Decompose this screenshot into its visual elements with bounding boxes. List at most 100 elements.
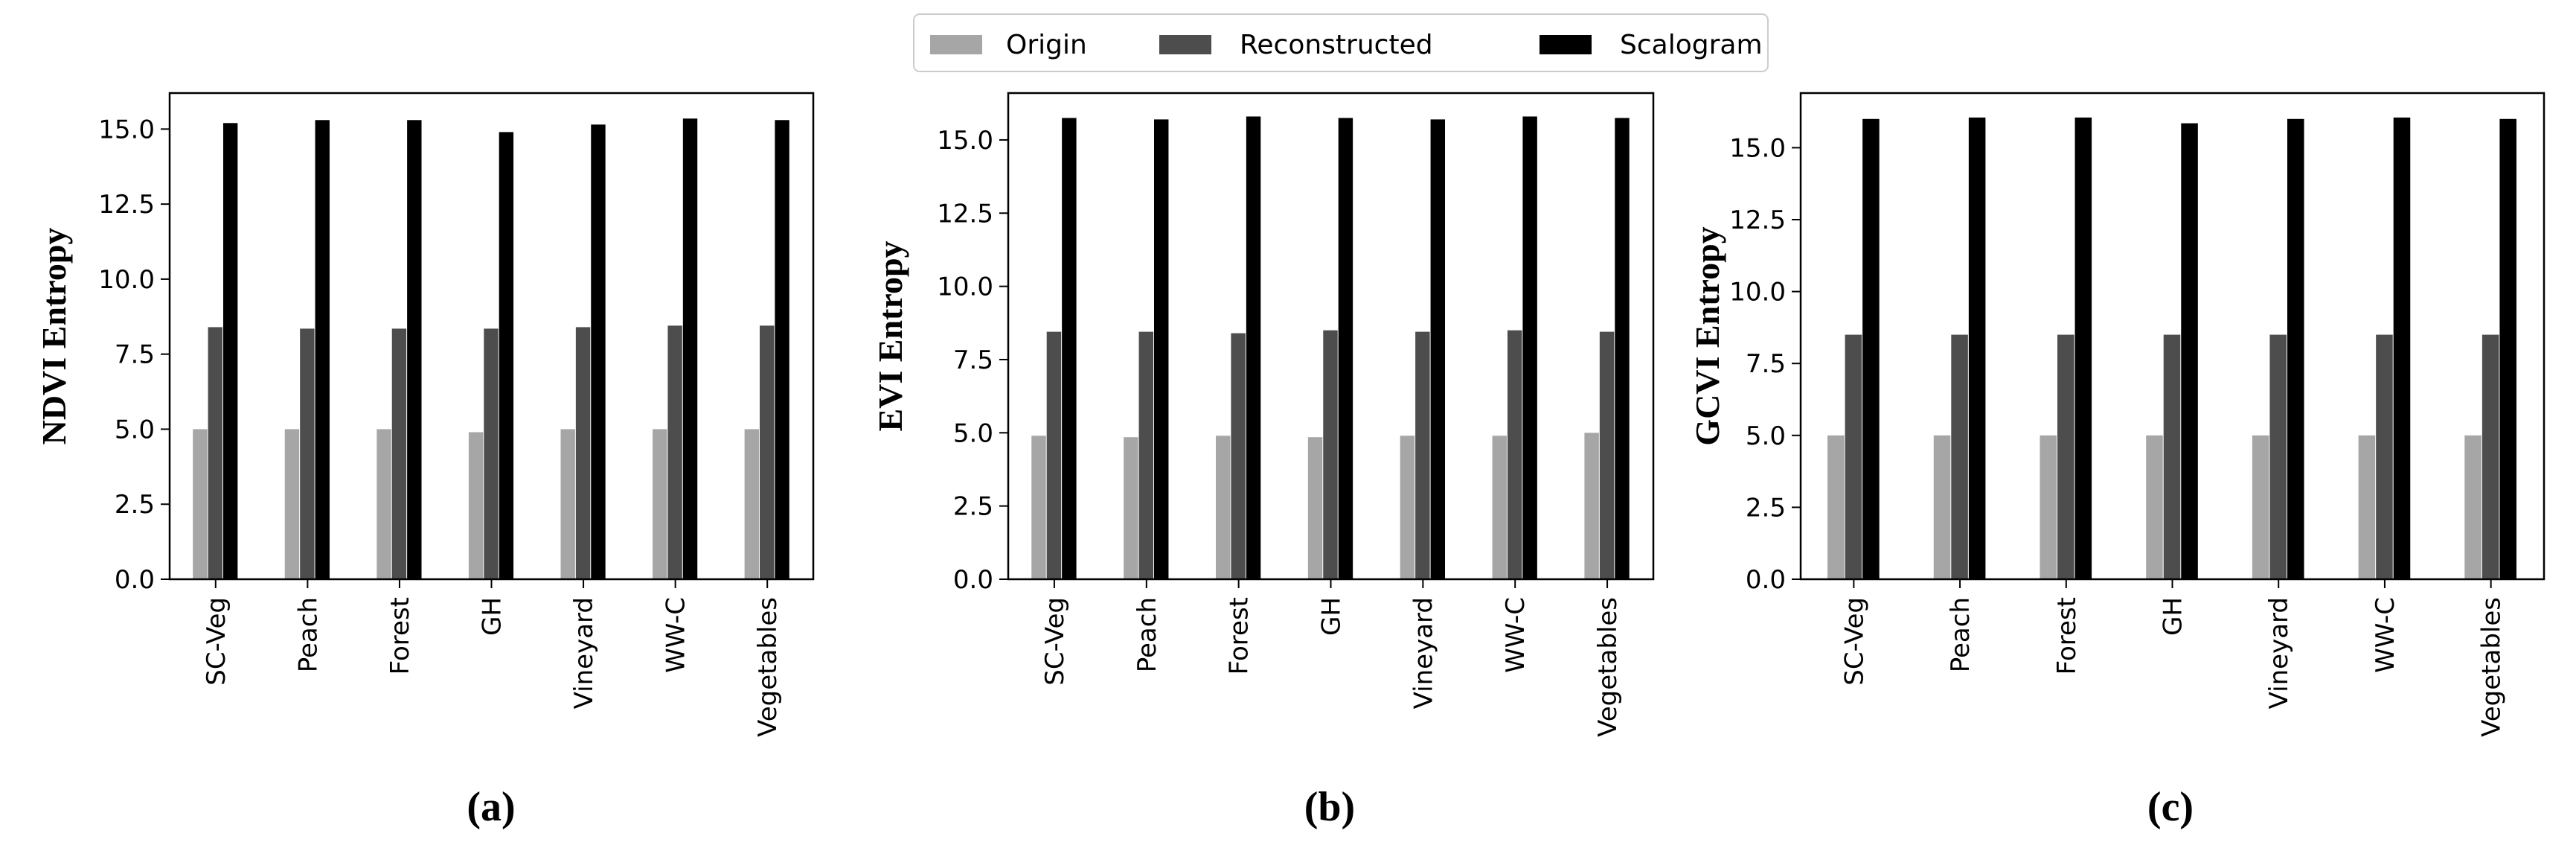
bar-reconstructed-ww-c (667, 325, 682, 579)
bar-origin-gh (468, 432, 484, 579)
y-tick-label: 2.5 (953, 492, 993, 522)
bar-reconstructed-peach (1951, 334, 1968, 579)
y-tick-label: 5.0 (953, 418, 993, 448)
x-tick-label: Vineyard (1409, 597, 1438, 709)
y-tick-label: 5.0 (115, 415, 155, 444)
panel-label: (c) (2147, 784, 2194, 830)
bar-scalogram-gh (499, 132, 514, 579)
bar-scalogram-sc-veg (222, 123, 238, 579)
x-tick-label: SC-Veg (202, 597, 231, 686)
bar-origin-sc-veg (1827, 435, 1845, 579)
y-tick-label: 0.0 (115, 565, 155, 595)
bar-origin-gh (1307, 437, 1323, 579)
x-tick-label: WW-C (2371, 597, 2400, 673)
bar-reconstructed-vineyard (1415, 331, 1430, 579)
bar-scalogram-peach (315, 120, 330, 579)
y-axis-label: GCVI Entropy (1688, 226, 1726, 445)
y-tick-label: 2.5 (115, 490, 155, 520)
bar-reconstructed-forest (2057, 334, 2074, 579)
bar-origin-peach (284, 429, 300, 579)
panel-label: (a) (467, 784, 515, 830)
bar-scalogram-forest (1246, 116, 1261, 580)
bar-scalogram-ww-c (1522, 116, 1537, 580)
bar-scalogram-ww-c (2393, 117, 2411, 579)
x-tick-label: Forest (385, 597, 415, 675)
y-tick-label: 12.5 (98, 190, 155, 220)
y-tick-label: 15.0 (937, 126, 993, 156)
y-tick-label: 0.0 (953, 565, 993, 595)
bar-origin-vegetables (1584, 433, 1599, 579)
legend-box (913, 13, 1769, 72)
legend-label-scalogram: Scalogram (1620, 30, 1763, 60)
y-tick-label: 10.0 (937, 272, 993, 302)
bar-scalogram-vineyard (2287, 118, 2304, 579)
y-tick-label: 15.0 (1729, 133, 1786, 163)
x-tick-label: Peach (293, 597, 323, 672)
bar-scalogram-vineyard (1430, 119, 1446, 579)
bar-scalogram-gh (1338, 118, 1353, 579)
legend: Origin Reconstructed Scalogram (913, 13, 1769, 72)
bar-reconstructed-forest (391, 328, 407, 579)
bar-scalogram-sc-veg (1062, 118, 1077, 579)
bar-scalogram-ww-c (682, 118, 698, 580)
bar-origin-forest (377, 429, 391, 579)
bar-reconstructed-gh (2163, 334, 2181, 579)
x-tick-label: WW-C (1501, 597, 1531, 673)
legend-label-reconstructed: Reconstructed (1240, 30, 1433, 60)
y-tick-label: 10.0 (98, 265, 155, 295)
x-tick-label: Peach (1132, 597, 1162, 672)
bar-reconstructed-vineyard (575, 327, 591, 579)
bar-scalogram-forest (2074, 117, 2092, 579)
panel-label: (b) (1304, 784, 1355, 830)
bar-origin-vineyard (2252, 435, 2269, 579)
x-tick-label: Vineyard (569, 597, 599, 709)
bar-reconstructed-vegetables (2482, 334, 2499, 579)
x-tick-label: Vineyard (2264, 597, 2294, 709)
y-tick-label: 7.5 (1746, 349, 1786, 379)
bar-scalogram-forest (407, 120, 422, 579)
legend-label-origin: Origin (1006, 30, 1087, 60)
bar-origin-peach (1933, 435, 1951, 579)
bar-reconstructed-gh (1323, 330, 1338, 579)
bar-reconstructed-sc-veg (1845, 334, 1862, 579)
chart-panel-2: 0.0 2.5 5.0 7.5 10.0 12.5 15.0 SC-Veg Peach Fores… (871, 92, 1655, 830)
chart-panel-3: 0.0 2.5 5.0 7.5 10.0 12.5 15.0 SC-Veg Peach Fores… (1688, 92, 2545, 830)
x-tick-label: GH (478, 597, 507, 636)
bar-origin-ww-c (653, 429, 667, 579)
y-tick-label: 7.5 (115, 340, 155, 370)
bar-reconstructed-sc-veg (1046, 331, 1062, 579)
bar-origin-vineyard (560, 429, 575, 579)
bar-reconstructed-peach (1138, 331, 1154, 579)
bar-origin-ww-c (2358, 435, 2376, 579)
x-tick-label: Vegetables (1593, 597, 1623, 737)
x-tick-label: WW-C (661, 597, 691, 673)
bar-scalogram-vegetables (1615, 118, 1630, 579)
y-tick-label: 10.0 (1729, 278, 1786, 307)
y-tick-label: 5.0 (1746, 421, 1786, 451)
legend-swatch-scalogram (1539, 35, 1592, 54)
y-tick-label: 15.0 (98, 115, 155, 144)
bar-reconstructed-vineyard (2269, 334, 2287, 579)
bar-reconstructed-vegetables (1599, 331, 1615, 579)
bar-scalogram-peach (1968, 117, 1986, 579)
chart-panels: 0.0 2.5 5.0 7.5 10.0 12.5 15.0 SC-Veg Peach Fores… (35, 92, 2545, 830)
bar-origin-forest (2040, 435, 2057, 579)
bar-origin-forest (1215, 436, 1231, 579)
bar-origin-vegetables (2464, 435, 2482, 579)
y-tick-label: 7.5 (953, 345, 993, 375)
bar-reconstructed-ww-c (1507, 330, 1522, 579)
bar-origin-sc-veg (1031, 436, 1046, 579)
bar-scalogram-peach (1154, 119, 1169, 579)
legend-swatch-origin (930, 35, 982, 54)
plot-frame (1007, 92, 1655, 581)
plot-frame (168, 92, 815, 581)
bar-origin-vineyard (1400, 436, 1415, 579)
x-tick-label: Forest (2052, 597, 2082, 675)
bar-reconstructed-ww-c (2376, 334, 2393, 579)
x-tick-label: SC-Veg (1040, 597, 1070, 686)
x-tick-label: Vegetables (2477, 597, 2507, 737)
bar-reconstructed-forest (1231, 333, 1246, 579)
x-tick-label: Vegetables (753, 597, 783, 737)
bar-origin-peach (1124, 437, 1138, 579)
